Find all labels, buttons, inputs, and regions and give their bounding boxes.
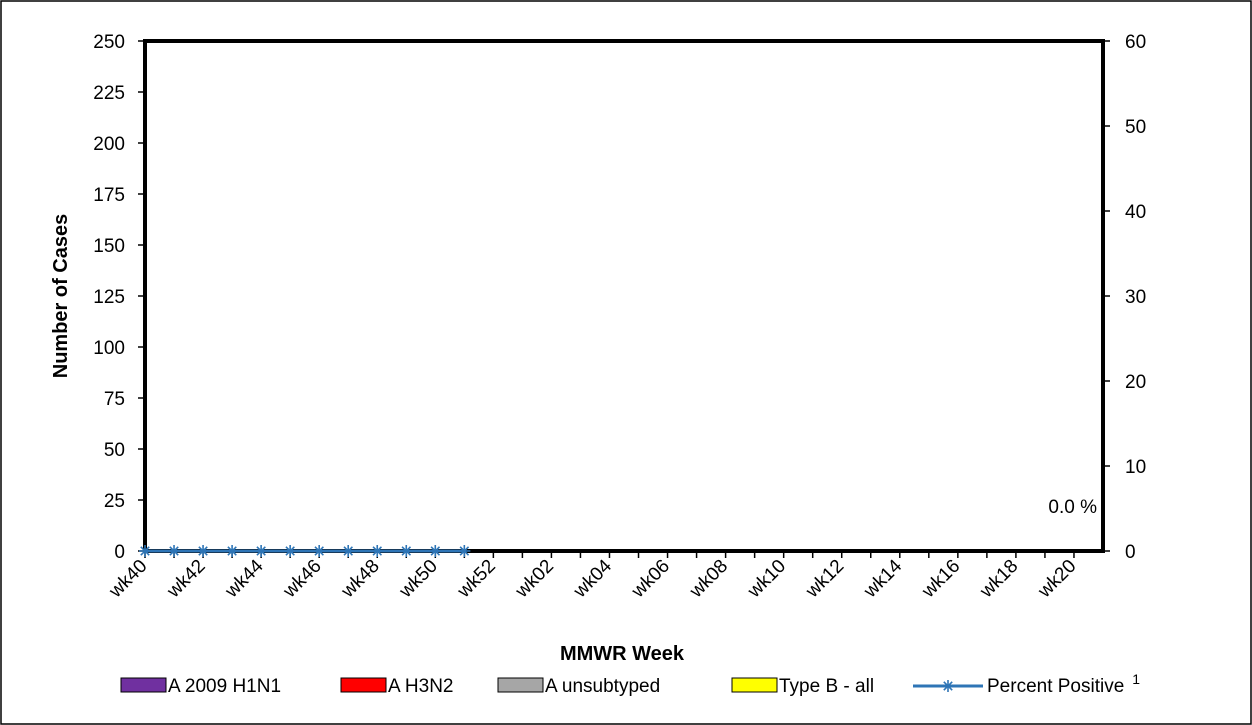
line-point <box>313 545 326 557</box>
left-tick-label: 0 <box>114 542 125 563</box>
legend-label: A H3N2 <box>388 676 453 697</box>
line-point <box>400 545 413 557</box>
legend-label: Percent Positive 1 <box>987 671 1140 697</box>
legend-label-text: Percent Positive <box>987 676 1124 697</box>
legend-label: A unsubtyped <box>545 676 660 697</box>
right-tick-label: 40 <box>1125 202 1146 223</box>
percent-annotation: 0.0 % <box>1048 497 1097 518</box>
left-tick-label: 175 <box>93 185 125 206</box>
legend-swatch <box>340 677 387 693</box>
y-axis-title: Number of Cases <box>50 214 72 379</box>
right-tick-label: 0 <box>1125 542 1136 563</box>
left-tick-label: 75 <box>104 389 125 410</box>
right-tick-label: 60 <box>1125 32 1146 53</box>
line-point <box>197 545 210 557</box>
line-point <box>429 545 442 557</box>
left-tick-label: 50 <box>104 440 125 461</box>
left-tick-label: 125 <box>93 287 125 308</box>
line-point <box>458 545 471 557</box>
line-point <box>139 545 151 557</box>
legend-item: Percent Positive 1 <box>913 671 1140 697</box>
percent-positive-line <box>139 545 471 557</box>
left-tick-label: 225 <box>93 83 125 104</box>
legend-swatch <box>120 677 167 693</box>
right-tick-label: 50 <box>1125 117 1146 138</box>
legend-swatch <box>497 677 544 693</box>
left-tick-label: 100 <box>93 338 125 359</box>
right-tick-label: 10 <box>1125 457 1146 478</box>
line-point <box>226 545 239 557</box>
right-tick-label: 20 <box>1125 372 1146 393</box>
legend-superscript: 1 <box>1132 671 1140 687</box>
line-point <box>284 545 297 557</box>
legend-item: Type B - all <box>731 676 874 697</box>
right-tick-label: 30 <box>1125 287 1146 308</box>
line-point <box>168 545 181 557</box>
legend: A 2009 H1N1 A H3N2 A unsubtyped Type B - al… <box>120 671 1140 697</box>
legend-item: A unsubtyped <box>497 676 660 697</box>
left-tick-label: 150 <box>93 236 125 257</box>
line-point <box>255 545 268 557</box>
left-tick-label: 200 <box>93 134 125 155</box>
legend-item: A H3N2 <box>340 676 453 697</box>
x-axis-title: MMWR Week <box>560 643 685 665</box>
line-point <box>371 545 384 557</box>
left-tick-label: 250 <box>93 32 125 53</box>
legend-swatch <box>731 677 778 693</box>
legend-item: A 2009 H1N1 <box>120 676 281 697</box>
legend-star-icon <box>942 680 954 692</box>
legend-label: Type B - all <box>779 676 874 697</box>
legend-label: A 2009 H1N1 <box>168 676 281 697</box>
right-axis: 0 10 20 30 40 50 60 <box>1103 32 1146 563</box>
line-point <box>342 545 355 557</box>
left-tick-label: 25 <box>104 491 125 512</box>
left-axis: 0 25 50 75 100 125 150 175 200 225 250 <box>93 32 145 563</box>
